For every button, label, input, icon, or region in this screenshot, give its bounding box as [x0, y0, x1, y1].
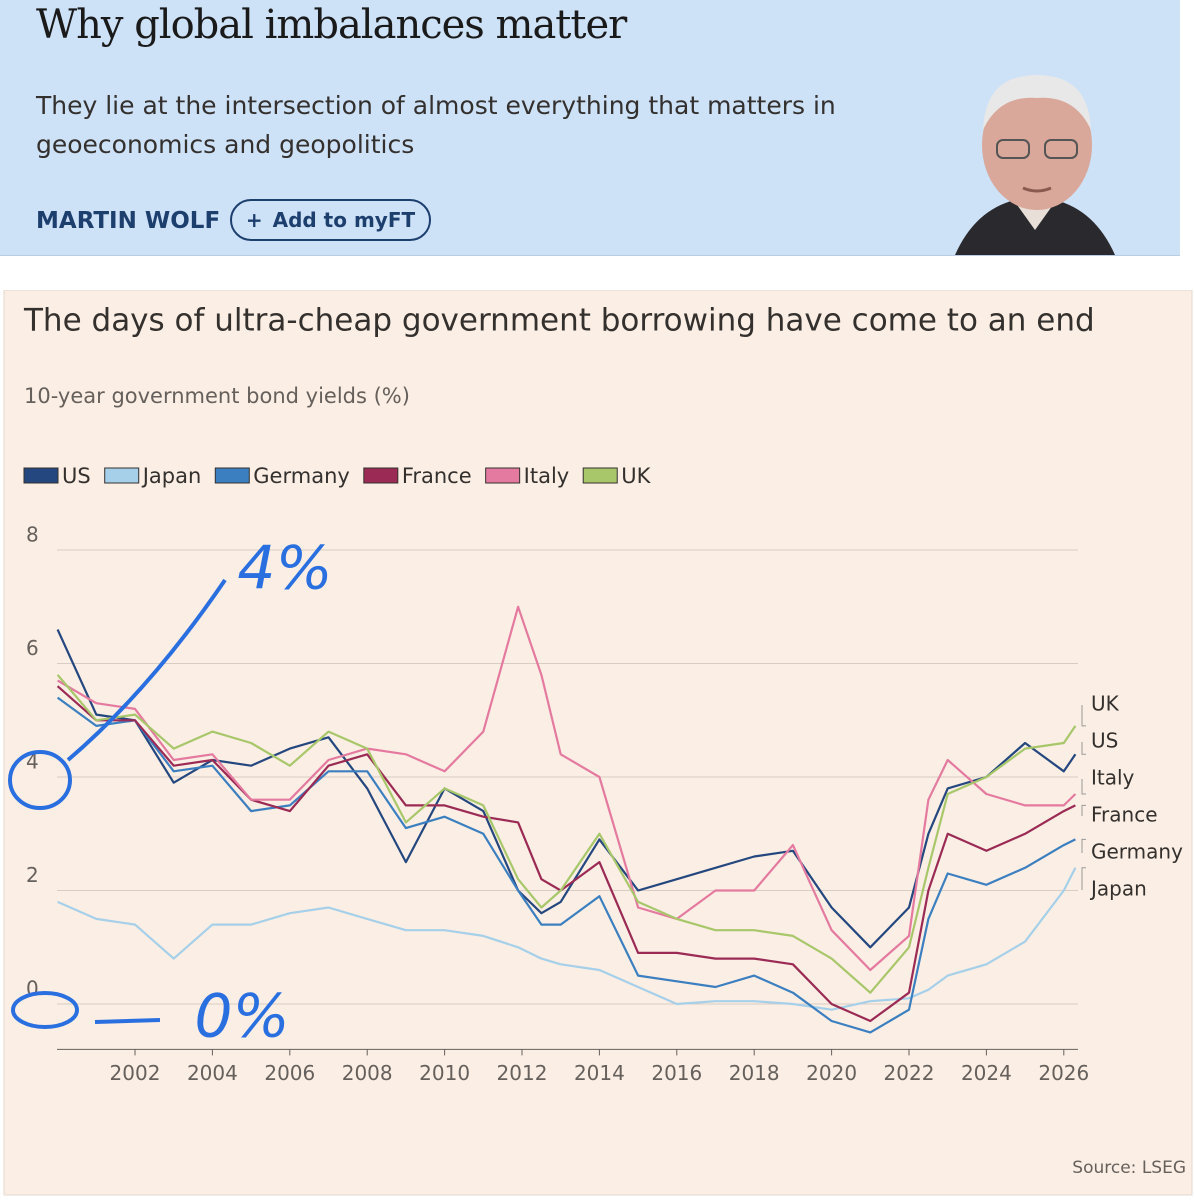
end-label: Japan	[1089, 877, 1147, 901]
y-tick-label: 8	[26, 523, 39, 547]
y-tick-label: 2	[26, 863, 39, 887]
x-tick-label: 2016	[651, 1061, 702, 1085]
x-tick-label: 2020	[806, 1061, 857, 1085]
article-title: Why global imbalances matter	[36, 2, 627, 48]
handwriting	[8, 578, 227, 1029]
series-line	[56, 629, 1077, 949]
x-tick-label: 2010	[419, 1061, 470, 1085]
x-tick-label: 2002	[110, 1061, 161, 1085]
series-line	[57, 605, 1077, 972]
x-tick-label: 2026	[1038, 1061, 1089, 1085]
legend-swatch	[104, 467, 140, 484]
label-leader	[1081, 705, 1086, 727]
source: Source: LSEG	[1072, 1158, 1186, 1178]
plus-icon: +	[245, 208, 263, 232]
label-leader	[1081, 804, 1086, 816]
end-label: UK	[1091, 692, 1120, 716]
x-tick-label: 2006	[264, 1061, 315, 1085]
chart-card	[3, 290, 1193, 1196]
legend-swatch	[485, 467, 521, 484]
label-leader	[1081, 867, 1086, 890]
x-tick-label: 2014	[574, 1061, 625, 1085]
x-tick-label: 2018	[729, 1061, 780, 1085]
legend-label: US	[62, 464, 91, 488]
chart-title: The days of ultra-cheap government borro…	[23, 303, 1095, 339]
x-tick-label: 2022	[884, 1061, 935, 1085]
button-label: Add to myFT	[272, 208, 416, 232]
author[interactable]: MARTIN WOLF	[36, 208, 221, 234]
legend-label: Italy	[524, 464, 570, 488]
y-tick-label: 6	[26, 636, 39, 660]
end-label: US	[1091, 729, 1118, 753]
x-tick-label: 2024	[961, 1061, 1012, 1085]
label-leader	[1081, 742, 1086, 755]
x-tick-label: 2008	[342, 1061, 393, 1085]
article-header: Why global imbalances matter They lie at…	[0, 0, 1180, 256]
article-subtitle: They lie at the intersection of almost e…	[36, 91, 836, 159]
label-leader	[1081, 838, 1086, 853]
legend-swatch	[582, 467, 618, 484]
legend-swatch	[23, 467, 59, 484]
handwritten-annotation: 0%	[194, 982, 289, 1052]
legend-label: UK	[621, 464, 651, 488]
chart-subtitle: 10-year government bond yields (%)	[24, 384, 410, 408]
x-tick-label: 2012	[497, 1061, 548, 1085]
circle-mark	[8, 750, 72, 810]
label-leader	[1081, 779, 1086, 795]
legend-label: Japan	[141, 464, 202, 488]
author-photo	[955, 75, 1115, 255]
series-line	[57, 867, 1077, 1011]
circle-mark	[11, 991, 79, 1029]
legend-swatch	[363, 467, 399, 484]
x-tick-label: 2004	[187, 1061, 238, 1085]
add-to-myft-button[interactable]: + Add to myFT	[230, 199, 431, 241]
dash-stroke	[94, 1018, 161, 1024]
handwritten-annotation: 4%	[237, 534, 332, 604]
series-line	[56, 696, 1076, 1034]
legend-label: Germany	[253, 464, 350, 488]
legend-swatch	[214, 467, 250, 484]
chart: The days of ultra-cheap government borro…	[3, 290, 1193, 1196]
series-line	[56, 674, 1077, 994]
end-label: Germany	[1091, 840, 1183, 864]
end-label: France	[1091, 803, 1158, 827]
arrow-stroke	[66, 578, 227, 762]
legend-label: France	[402, 464, 472, 488]
end-label: Italy	[1091, 766, 1135, 790]
